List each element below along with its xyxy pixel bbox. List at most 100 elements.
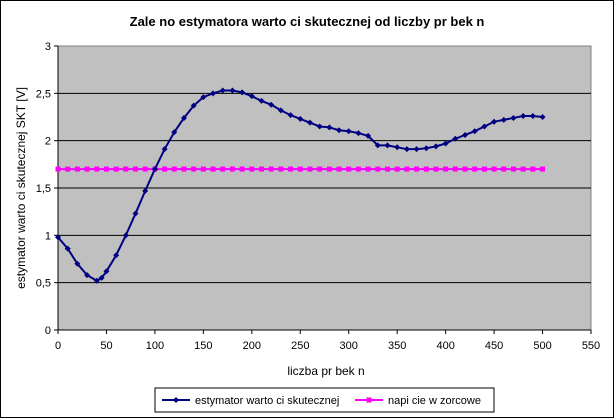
data-point-reference [191,166,197,172]
series-reference [55,166,546,172]
data-point-reference [317,166,323,172]
data-point-estimator [210,90,217,97]
data-point-estimator [326,124,333,131]
x-tick-label: 150 [194,340,212,352]
legend-marker-estimator [173,397,179,403]
data-point-reference [491,166,497,172]
data-point-estimator [200,94,207,101]
data-point-reference [365,166,371,172]
data-point-reference [171,166,177,172]
data-point-estimator [345,128,352,135]
data-point-estimator [277,107,284,114]
data-point-estimator [442,140,449,147]
data-point-reference [123,166,129,172]
y-tick-label: 1,5 [36,183,51,195]
data-point-estimator [98,274,105,281]
data-point-reference [540,166,546,172]
data-point-estimator [491,118,498,125]
data-point-reference [530,166,536,172]
data-point-reference [288,166,294,172]
data-point-reference [394,166,400,172]
data-point-estimator [258,97,265,104]
legend-label-reference: napi cie w zorcowe [388,395,481,407]
data-point-estimator [151,166,158,173]
data-point-estimator [297,115,304,122]
data-point-estimator [413,146,420,153]
data-point-estimator [500,116,507,123]
data-point-reference [510,166,516,172]
data-point-reference [74,166,80,172]
data-point-estimator [132,210,139,217]
y-tick-label: 0 [45,325,51,337]
data-point-estimator [471,128,478,135]
data-point-estimator [287,112,294,119]
data-point-reference [443,166,449,172]
data-point-reference [84,166,90,172]
x-tick-label: 450 [485,340,503,352]
x-tick-label: 400 [436,340,454,352]
data-point-estimator [452,135,459,142]
x-tick-label: 550 [582,340,600,352]
data-point-estimator [316,123,323,130]
data-point-estimator [219,87,226,94]
data-point-reference [65,166,71,172]
data-point-estimator [142,187,149,194]
data-point-reference [133,166,139,172]
data-point-reference [472,166,478,172]
data-point-reference [259,166,265,172]
x-tick-label: 50 [100,340,112,352]
data-point-reference [229,166,235,172]
data-point-estimator [122,232,129,239]
data-point-estimator [84,272,91,279]
data-point-reference [481,166,487,172]
x-axis-title: liczba pr bek n [287,364,364,378]
data-point-estimator [403,146,410,153]
data-point-reference [501,166,507,172]
data-point-estimator [180,114,187,121]
data-point-reference [326,166,332,172]
data-point-reference [113,166,119,172]
data-point-estimator [529,113,536,120]
y-tick-label: 2,5 [36,88,51,100]
data-point-reference [103,166,109,172]
data-point-estimator [171,129,178,136]
y-tick-label: 3 [45,41,51,53]
data-point-estimator [510,114,517,121]
data-point-estimator [248,93,255,100]
data-point-estimator [539,114,546,120]
data-point-reference [94,166,100,172]
legend-marker-reference [366,397,372,403]
x-tick-label: 100 [146,340,164,352]
series-line-estimator [57,89,543,282]
data-point-reference [249,166,255,172]
data-point-estimator [336,127,343,134]
data-point-estimator [74,260,81,267]
data-point-estimator [55,234,61,241]
data-point-estimator [93,277,100,284]
data-point-estimator [432,143,439,150]
data-point-estimator [306,119,313,126]
data-point-reference [384,166,390,172]
data-point-estimator [268,101,275,108]
legend-box [154,387,495,413]
y-axis-title: estymator warto ci skutecznej SKT [V] [14,87,28,289]
y-tick-label: 1 [45,230,51,242]
data-point-reference [220,166,226,172]
data-point-estimator [520,113,527,120]
x-tick-label: 0 [55,340,61,352]
legend: estymator warto ci skutecznej napi cie w … [154,387,495,413]
data-point-reference [162,166,168,172]
data-point-estimator [365,132,372,139]
data-point-estimator [113,252,120,259]
plot-area: 0 0,5 1 1,5 2 2,5 3 0 50 100 150 200 250 300 350 400 450… [36,41,600,352]
data-point-reference [404,166,410,172]
y-tick-label: 2 [45,136,51,148]
data-point-reference [355,166,361,172]
data-point-estimator [190,102,197,109]
data-point-reference [142,166,148,172]
y-tick-label: 0,5 [36,278,51,290]
data-point-reference [462,166,468,172]
data-point-reference [336,166,342,172]
data-point-estimator [462,131,469,138]
